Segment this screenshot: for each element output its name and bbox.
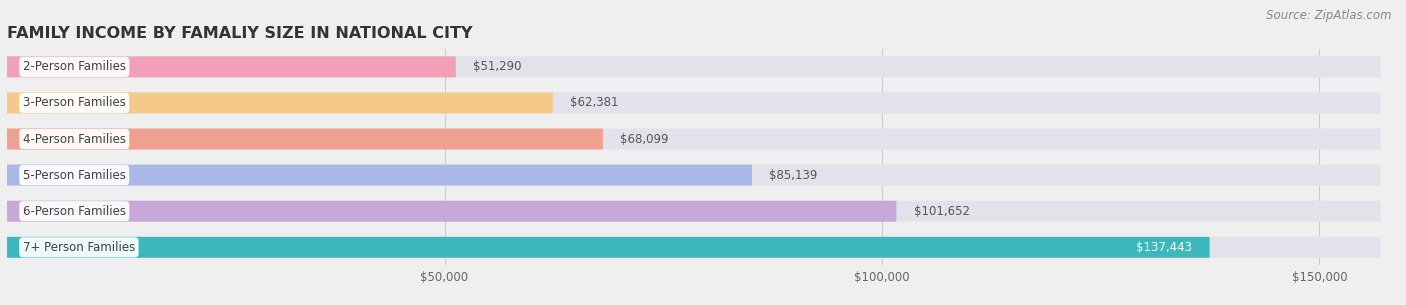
Text: 6-Person Families: 6-Person Families xyxy=(22,205,125,218)
FancyBboxPatch shape xyxy=(7,129,1381,149)
FancyBboxPatch shape xyxy=(7,56,456,77)
Text: 5-Person Families: 5-Person Families xyxy=(22,169,125,181)
FancyBboxPatch shape xyxy=(7,165,752,185)
FancyBboxPatch shape xyxy=(7,237,1381,258)
Text: 3-Person Families: 3-Person Families xyxy=(22,96,125,109)
FancyBboxPatch shape xyxy=(7,92,1381,113)
Text: 2-Person Families: 2-Person Families xyxy=(22,60,125,73)
Text: $62,381: $62,381 xyxy=(571,96,619,109)
Text: $101,652: $101,652 xyxy=(914,205,970,218)
Text: $51,290: $51,290 xyxy=(474,60,522,73)
FancyBboxPatch shape xyxy=(7,201,1381,222)
Text: $68,099: $68,099 xyxy=(620,133,669,145)
Text: Source: ZipAtlas.com: Source: ZipAtlas.com xyxy=(1267,9,1392,22)
FancyBboxPatch shape xyxy=(7,201,897,222)
FancyBboxPatch shape xyxy=(7,237,1209,258)
FancyBboxPatch shape xyxy=(7,165,1381,185)
FancyBboxPatch shape xyxy=(7,56,1381,77)
Text: $85,139: $85,139 xyxy=(769,169,818,181)
FancyBboxPatch shape xyxy=(7,92,553,113)
Text: 7+ Person Families: 7+ Person Families xyxy=(22,241,135,254)
Text: FAMILY INCOME BY FAMALIY SIZE IN NATIONAL CITY: FAMILY INCOME BY FAMALIY SIZE IN NATIONA… xyxy=(7,26,472,41)
FancyBboxPatch shape xyxy=(7,129,603,149)
Text: 4-Person Families: 4-Person Families xyxy=(22,133,125,145)
Text: $137,443: $137,443 xyxy=(1136,241,1192,254)
